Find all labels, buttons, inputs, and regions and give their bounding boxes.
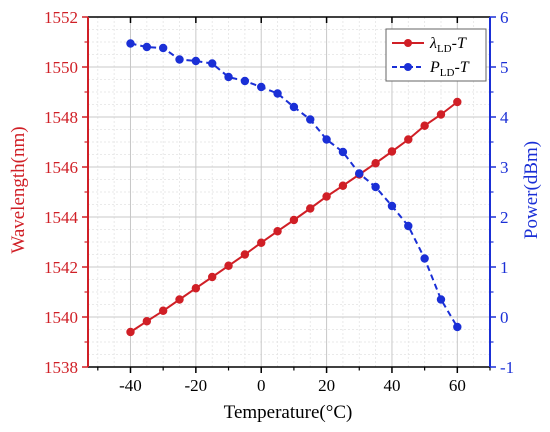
x-tick-label: -20 bbox=[185, 376, 208, 395]
data-point-power bbox=[257, 82, 266, 92]
x-tick-label: 60 bbox=[449, 376, 466, 395]
data-point-wavelength bbox=[387, 147, 397, 156]
x-axis-label: Temperature(°C) bbox=[224, 402, 353, 423]
x-tick-label: 40 bbox=[383, 376, 400, 395]
data-point-power bbox=[224, 72, 233, 82]
y-left-tick-label: 1548 bbox=[44, 108, 78, 127]
legend: λLD-T PLD-T bbox=[385, 28, 487, 82]
data-point-power bbox=[436, 295, 446, 304]
data-point-power bbox=[306, 115, 315, 124]
data-point-wavelength bbox=[126, 327, 135, 337]
y-right-tick-label: 1 bbox=[500, 258, 509, 277]
data-point-wavelength bbox=[191, 284, 201, 293]
data-point-wavelength bbox=[207, 272, 217, 282]
legend-marker bbox=[404, 63, 412, 71]
y-right-tick-label: 6 bbox=[500, 8, 509, 27]
y-left-tick-label: 1546 bbox=[44, 158, 78, 177]
legend-label: PLD-T bbox=[429, 59, 470, 79]
data-point-power bbox=[207, 59, 217, 68]
y-left-tick-label: 1552 bbox=[44, 8, 78, 27]
legend-marker bbox=[404, 39, 412, 47]
data-point-wavelength bbox=[142, 317, 152, 326]
x-tick-label: -40 bbox=[119, 376, 142, 395]
data-point-wavelength bbox=[404, 135, 413, 144]
data-point-power bbox=[126, 39, 135, 48]
legend-label: λLD-T bbox=[429, 35, 467, 55]
axis-labels: Temperature(°C) Wavelength(nm) Power(dBm… bbox=[8, 126, 542, 423]
y-left-tick-label: 1544 bbox=[44, 208, 79, 227]
y-right-tick-label: -1 bbox=[500, 358, 514, 377]
data-point-power bbox=[420, 254, 429, 263]
x-tick-label: 20 bbox=[318, 376, 335, 395]
y-right-tick-label: 5 bbox=[500, 58, 509, 77]
data-point-power bbox=[142, 42, 152, 52]
y-axis-left-label: Wavelength(nm) bbox=[8, 126, 29, 253]
data-point-power bbox=[240, 76, 250, 86]
data-point-wavelength bbox=[306, 204, 315, 213]
y-right-tick-label: 0 bbox=[500, 308, 509, 327]
data-point-wavelength bbox=[175, 295, 184, 304]
y-right-tick-label: 3 bbox=[500, 158, 509, 177]
data-point-power bbox=[355, 169, 364, 178]
data-point-power bbox=[175, 55, 184, 64]
y-left-tick-label: 1538 bbox=[44, 358, 78, 377]
data-point-wavelength bbox=[224, 261, 233, 270]
legend-box bbox=[385, 28, 487, 82]
data-point-power bbox=[371, 182, 380, 192]
y-left-tick-label: 1542 bbox=[44, 258, 78, 277]
y-left-tick-label: 1540 bbox=[44, 308, 78, 327]
axes: -40 -20 0 20 40 60153815401542154415461548155… bbox=[44, 8, 514, 395]
data-point-wavelength bbox=[257, 238, 266, 247]
data-point-power bbox=[158, 43, 168, 53]
data-point-wavelength bbox=[436, 110, 446, 119]
x-tick-label: 0 bbox=[257, 376, 266, 395]
plot-series bbox=[126, 39, 462, 337]
data-point-power bbox=[453, 322, 462, 332]
data-point-wavelength bbox=[322, 192, 331, 201]
data-point-wavelength bbox=[371, 159, 380, 168]
data-point-wavelength bbox=[158, 306, 168, 315]
data-point-power bbox=[273, 89, 282, 98]
y-right-tick-label: 4 bbox=[500, 108, 509, 127]
data-point-power bbox=[191, 56, 201, 66]
data-point-wavelength bbox=[338, 181, 348, 190]
data-point-wavelength bbox=[289, 215, 299, 225]
data-point-wavelength bbox=[240, 250, 250, 259]
data-point-power bbox=[338, 147, 348, 157]
y-axis-right-label: Power(dBm) bbox=[521, 141, 542, 239]
data-point-power bbox=[289, 102, 299, 112]
y-left-tick-label: 1550 bbox=[44, 58, 78, 77]
data-point-power bbox=[322, 135, 331, 144]
y-right-tick-label: 2 bbox=[500, 208, 509, 227]
data-point-wavelength bbox=[420, 121, 429, 130]
data-point-wavelength bbox=[273, 227, 282, 236]
data-point-wavelength bbox=[453, 97, 462, 107]
data-point-power bbox=[387, 201, 397, 211]
data-point-power bbox=[404, 221, 413, 231]
